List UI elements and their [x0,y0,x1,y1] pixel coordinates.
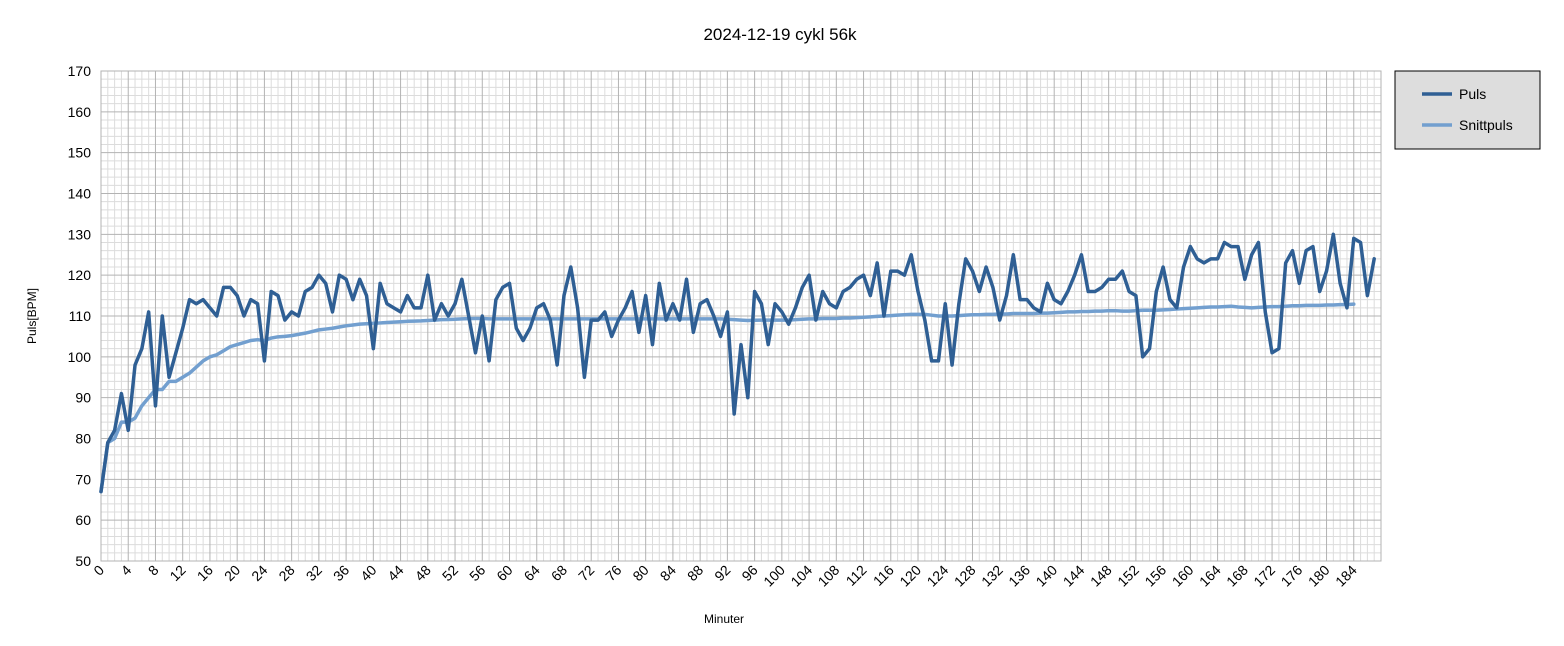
legend: Puls Snittpuls [1394,70,1541,150]
y-axis-label: Puls[BPM] [25,288,39,344]
x-tick-label: 180 [1305,562,1333,590]
plot-area [100,70,1382,562]
x-tick-label: 136 [1005,562,1033,590]
legend-label-snittpuls: Snittpuls [1459,117,1513,133]
x-tick-label: 64 [521,562,543,584]
x-tick-label: 160 [1169,562,1197,590]
x-tick-label: 60 [493,562,515,584]
x-tick-label: 144 [1060,562,1088,590]
x-tick-label: 124 [924,562,952,590]
x-tick-label: 152 [1114,562,1142,590]
x-tick-label: 116 [870,562,897,589]
x-tick-label: 108 [815,562,843,590]
y-tick-label: 100 [68,349,92,365]
x-tick-label: 112 [843,562,870,589]
x-tick-label: 32 [303,562,325,584]
y-tick-label: 140 [68,186,92,202]
x-tick-label: 40 [357,562,379,584]
x-tick-label: 80 [629,562,651,584]
x-axis-ticks: 0 4 8 12 16 20 24 28 32 36 40 44 48 52 56 60 64 68 72 76 80 8… [90,562,1360,590]
x-tick-label: 184 [1332,562,1360,590]
x-tick-label: 168 [1223,562,1251,590]
x-tick-label: 20 [221,562,243,584]
x-tick-label: 52 [439,562,461,584]
x-tick-label: 36 [330,562,352,584]
x-tick-label: 92 [711,562,733,584]
x-tick-label: 56 [466,562,488,584]
y-tick-label: 90 [75,390,91,406]
x-tick-label: 172 [1250,562,1278,590]
x-tick-label: 48 [412,562,434,584]
x-tick-label: 0 [90,562,107,579]
x-tick-label: 164 [1196,562,1224,590]
x-tick-label: 8 [145,562,162,579]
y-tick-label: 170 [68,63,92,79]
y-tick-label: 70 [75,471,91,487]
legend-label-puls: Puls [1459,86,1486,102]
y-tick-label: 80 [75,431,91,447]
x-tick-label: 24 [248,562,270,584]
y-tick-label: 60 [75,512,91,528]
y-tick-label: 110 [69,308,92,324]
y-tick-label: 50 [75,553,91,569]
x-tick-label: 16 [194,562,216,584]
y-tick-label: 150 [68,145,92,161]
x-tick-label: 100 [760,562,788,590]
x-tick-label: 4 [118,562,135,579]
x-tick-label: 72 [575,562,597,584]
x-tick-label: 140 [1032,562,1060,590]
x-tick-label: 176 [1278,562,1306,590]
legend-box [1394,70,1541,150]
x-tick-label: 96 [738,562,760,584]
x-tick-label: 128 [951,562,979,590]
x-tick-label: 76 [602,562,624,584]
x-tick-label: 28 [275,562,297,584]
x-tick-label: 104 [787,562,815,590]
x-tick-label: 156 [1141,562,1169,590]
x-tick-label: 44 [384,562,406,584]
y-tick-label: 130 [68,226,92,242]
x-tick-label: 12 [166,562,188,584]
chart-title: 2024-12-19 cykl 56k [703,25,857,44]
x-tick-label: 132 [978,562,1006,590]
x-tick-label: 148 [1087,562,1115,590]
x-axis-label: Minuter [704,612,744,626]
series-line-puls [99,232,1376,494]
y-tick-label: 160 [68,104,92,120]
x-tick-label: 120 [896,562,924,590]
x-tick-label: 68 [548,562,570,584]
y-axis-ticks: 50 60 70 80 90 100 110 120 130 140 150 160 170 [68,63,92,569]
y-tick-label: 120 [68,267,92,283]
x-tick-label: 88 [684,562,706,584]
x-tick-label: 84 [657,562,679,584]
series-layer [99,232,1376,494]
